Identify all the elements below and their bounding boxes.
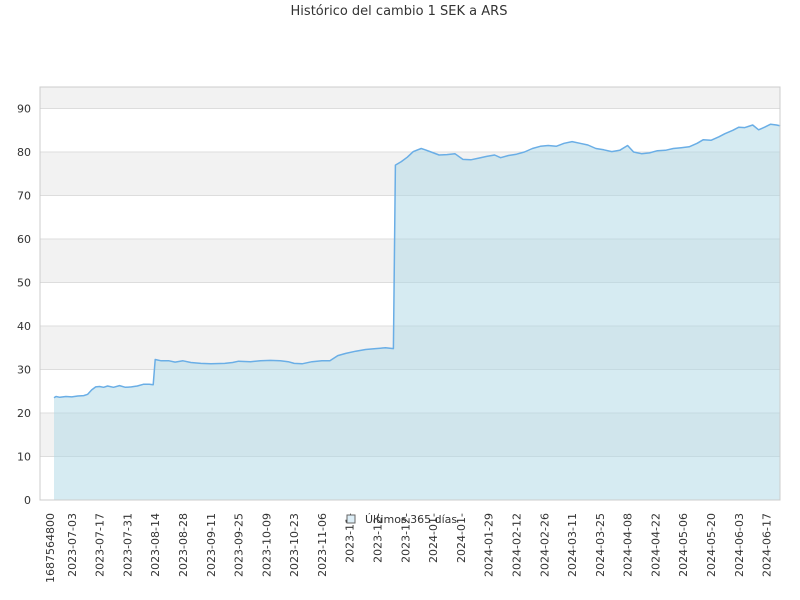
x-tick-label: 2024-01-29 [483, 513, 496, 577]
background-band [40, 86, 780, 109]
legend: Últimos 365 días [346, 513, 457, 526]
x-tick-label: 2024-02-12 [511, 513, 524, 577]
x-tick-label: 2023-12- [399, 513, 412, 563]
x-tick-label: 2023-07-17 [94, 513, 107, 577]
y-tick-label: 30 [17, 364, 31, 377]
x-tick-label: 2024-05-06 [677, 513, 690, 577]
x-axis-tick-labels: 1687564800 2023-07-03 2023-07-17 2023-07-31… [44, 513, 774, 583]
x-tick-label: 2023-08-28 [177, 513, 190, 577]
x-tick-label: 2024-04-08 [622, 513, 635, 577]
x-tick-label: 2024-06-17 [761, 513, 774, 577]
chart-title: Histórico del cambio 1 SEK a ARS [291, 4, 508, 19]
x-tick-label: 2023-08-14 [149, 513, 162, 577]
y-tick-label: 50 [17, 277, 31, 290]
legend-label[interactable]: Últimos 365 días [365, 513, 457, 526]
y-tick-label: 10 [17, 451, 31, 464]
x-tick-label: 2024-05-20 [705, 513, 718, 577]
x-tick-label: 2023-07-31 [121, 513, 134, 577]
y-tick-label: 0 [24, 494, 31, 507]
series-area-layer [53, 123, 781, 500]
x-tick-label: 2024-04-22 [649, 513, 662, 577]
x-tick-label: 2023-12- [372, 513, 385, 563]
x-tick-label: 2023-09-25 [233, 513, 246, 577]
x-tick-label: 2024-01- [455, 513, 468, 563]
x-tick-label: 2024-02-26 [538, 513, 551, 577]
y-tick-label: 70 [17, 190, 31, 203]
y-tick-label: 40 [17, 320, 31, 333]
series-area [54, 124, 781, 500]
x-tick-label: 2024-06-03 [733, 513, 746, 577]
y-axis-tick-labels: 0 10 20 30 40 50 60 70 80 90 [17, 103, 31, 508]
plot-frame [39, 86, 781, 501]
x-tick-label: 1687564800 [44, 513, 57, 583]
x-tick-label: 2023-07-03 [66, 513, 79, 577]
x-tick-label: 2024-01- [427, 513, 440, 563]
y-tick-label: 20 [17, 407, 31, 420]
x-tick-label: 2023-11-06 [316, 513, 329, 577]
x-tick-label: 2024-03-25 [594, 513, 607, 577]
x-tick-label: 2023-10-09 [260, 513, 273, 577]
y-tick-label: 80 [17, 146, 31, 159]
x-tick-label: 2023-09-11 [205, 513, 218, 577]
x-tick-label: 2023-10-23 [288, 513, 301, 577]
legend-swatch[interactable] [346, 514, 356, 524]
y-tick-label: 90 [17, 103, 31, 116]
series-line [53, 123, 781, 399]
x-tick-label: 2023-11- [344, 513, 357, 563]
y-tick-label: 60 [17, 233, 31, 246]
x-tick-label: 2024-03-11 [566, 513, 579, 577]
